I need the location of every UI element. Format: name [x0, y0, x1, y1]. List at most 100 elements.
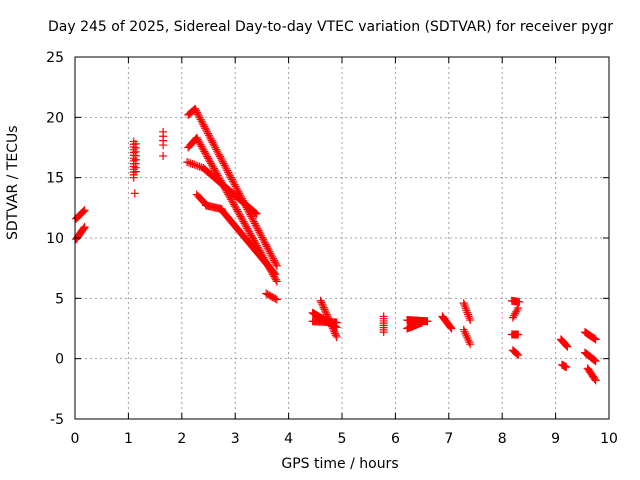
data-point: [231, 182, 240, 191]
data-point: [249, 217, 258, 226]
data-point: [196, 115, 205, 124]
data-point: [222, 164, 231, 173]
data-point: [462, 306, 471, 315]
data-point: [204, 129, 213, 138]
data-point: [272, 277, 281, 286]
data-point: [591, 376, 600, 385]
data-point: [238, 215, 247, 224]
x-tick-label: 2: [177, 431, 186, 447]
data-point: [256, 230, 265, 239]
data-point: [327, 320, 336, 329]
data-point: [220, 161, 229, 170]
data-point: [228, 177, 237, 186]
data-point: [223, 166, 232, 175]
data-point: [249, 234, 258, 243]
data-point: [188, 159, 197, 168]
data-point: [252, 209, 261, 218]
data-point: [211, 168, 220, 177]
data-point: [80, 223, 89, 232]
data-point: [234, 209, 243, 218]
data-point: [330, 327, 339, 336]
data-point: [321, 308, 330, 317]
data-point: [515, 297, 524, 306]
x-tick-label: 1: [124, 431, 133, 447]
data-point: [213, 147, 222, 156]
data-point: [198, 118, 207, 127]
data-point: [263, 244, 272, 253]
data-point: [183, 157, 192, 166]
data-point: [79, 224, 88, 233]
data-point: [197, 142, 206, 151]
data-point: [272, 295, 281, 304]
data-point: [202, 126, 211, 135]
data-point: [514, 303, 523, 312]
data-point: [251, 209, 260, 218]
data-point: [243, 224, 252, 233]
data-point: [328, 322, 337, 331]
data-point: [266, 249, 275, 258]
data-point: [237, 214, 246, 223]
data-point: [265, 247, 274, 256]
data-point: [317, 298, 326, 307]
chart-title: Day 245 of 2025, Sidereal Day-to-day VTE…: [48, 19, 614, 35]
data-point: [203, 127, 212, 136]
data-point: [207, 159, 216, 168]
data-point: [252, 222, 261, 231]
data-point: [325, 315, 334, 324]
data-point: [80, 206, 89, 215]
data-point: [465, 314, 474, 323]
y-tick-label: 0: [55, 352, 64, 368]
data-point: [202, 150, 211, 159]
data-point: [591, 357, 600, 366]
data-point: [194, 137, 203, 146]
x-tick-label: 3: [231, 431, 240, 447]
data-point: [324, 313, 333, 322]
data-point: [269, 254, 278, 263]
data-point: [446, 323, 455, 332]
data-point: [199, 120, 208, 129]
data-point: [225, 170, 234, 179]
data-point: [271, 270, 280, 279]
data-point: [318, 300, 327, 309]
data-point: [259, 235, 268, 244]
data-point: [466, 316, 475, 325]
data-point: [590, 375, 599, 384]
data-point: [418, 318, 427, 327]
data-point: [244, 226, 253, 235]
y-tick-label: 5: [55, 291, 64, 307]
data-point: [513, 305, 522, 314]
data-point: [231, 203, 240, 212]
data-point: [184, 158, 193, 167]
data-point: [193, 162, 202, 171]
data-point: [271, 294, 280, 303]
data-point: [230, 180, 239, 189]
data-point: [241, 221, 250, 230]
data-point: [250, 219, 259, 228]
data-point: [251, 221, 260, 230]
data-point: [248, 232, 257, 241]
data-point: [562, 363, 571, 372]
data-point: [235, 210, 244, 219]
data-point: [203, 152, 212, 161]
data-point: [205, 156, 214, 165]
data-point: [461, 304, 470, 313]
data-point: [239, 217, 248, 226]
data-point: [233, 185, 242, 194]
data-point: [215, 150, 224, 159]
data-point: [208, 138, 217, 147]
data-point: [320, 305, 329, 314]
data-point: [591, 335, 600, 344]
data-point: [229, 200, 238, 209]
data-point: [590, 356, 599, 365]
data-point: [78, 208, 87, 217]
data-point: [321, 307, 330, 316]
data-point: [200, 122, 209, 131]
data-point: [240, 219, 249, 228]
data-point: [257, 231, 266, 240]
data-point: [271, 259, 280, 268]
data-point: [194, 111, 203, 120]
data-point: [260, 237, 268, 246]
data-point: [272, 261, 281, 270]
data-point: [199, 145, 208, 154]
